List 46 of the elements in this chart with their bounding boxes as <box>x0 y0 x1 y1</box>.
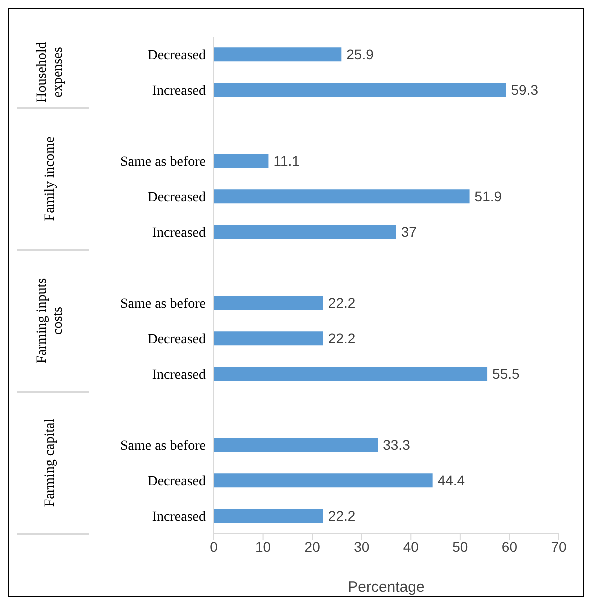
y-tick-label: Decreased <box>148 474 206 490</box>
data-label: 44.4 <box>438 472 466 489</box>
y-tick-label: Increased <box>152 368 206 384</box>
x-tick-label: 10 <box>255 538 272 555</box>
text: Family income <box>43 136 58 222</box>
y-tick-label: Same as before <box>120 439 206 454</box>
x-tick-label: 30 <box>354 538 370 555</box>
data-label: 55.5 <box>492 366 520 382</box>
y-tick-label: Increased <box>152 226 206 242</box>
data-label: 25.9 <box>346 46 374 63</box>
bar <box>214 438 378 452</box>
x-tick-label: 70 <box>551 538 567 555</box>
bar <box>214 332 324 346</box>
data-label: 11.1 <box>274 153 300 170</box>
x-tick-label: 20 <box>304 538 321 555</box>
text: Farming inputs costs <box>35 278 66 364</box>
y-tick-label: Decreased <box>148 48 206 64</box>
bar <box>214 367 488 382</box>
bar <box>214 474 433 488</box>
text: Household expenses <box>35 42 66 103</box>
x-tick-label: 0 <box>210 538 218 555</box>
data-label: 59.3 <box>511 82 539 98</box>
data-label: 37 <box>401 224 418 240</box>
bar <box>214 190 470 204</box>
data-label: 22.2 <box>328 295 356 312</box>
data-label: 51.9 <box>474 188 502 205</box>
y-tick-label: Increased <box>152 84 206 100</box>
data-label: 22.2 <box>328 508 356 524</box>
text: Farming capital <box>43 418 58 508</box>
data-label: 33.3 <box>383 437 411 454</box>
y-tick-label: Increased <box>152 510 206 526</box>
bar <box>214 154 269 168</box>
data-label: 22.2 <box>328 330 356 347</box>
bar <box>214 48 342 62</box>
x-tick-label: 40 <box>403 538 420 555</box>
y-tick-label: Same as before <box>120 155 206 170</box>
x-tick-label: 60 <box>502 538 518 555</box>
bar <box>214 296 324 310</box>
y-tick-label: Decreased <box>148 190 206 206</box>
x-tick-label: 50 <box>452 538 468 555</box>
y-tick-label: Same as before <box>120 297 206 312</box>
bar <box>214 83 506 98</box>
bar <box>214 509 324 524</box>
x-axis-title: Percentage <box>348 579 425 596</box>
y-tick-label: Decreased <box>148 332 206 348</box>
bar <box>214 225 396 240</box>
